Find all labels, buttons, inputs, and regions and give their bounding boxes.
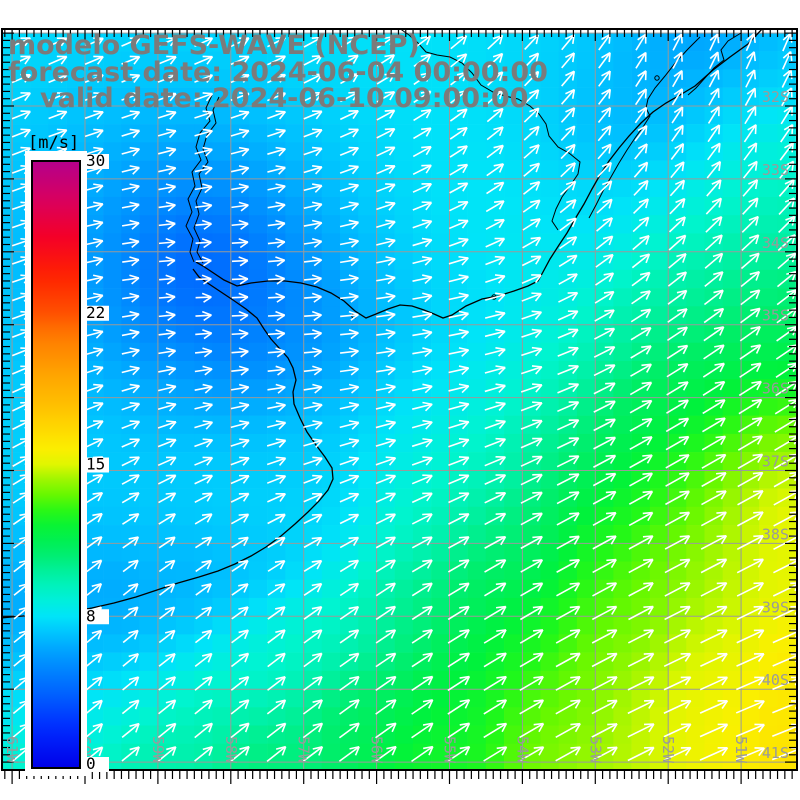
forecast-date-label: forecast date: 2024-06-04 00:00:00 — [8, 57, 548, 88]
lon-label: 57W — [295, 736, 313, 764]
lon-label: 51W — [732, 736, 750, 764]
lat-label: 38S — [762, 525, 789, 543]
uruguay-river-west-bank — [185, 94, 213, 263]
lat-label: 39S — [762, 598, 789, 616]
lat-lon-grid — [2, 29, 797, 770]
map-frame — [1, 28, 798, 771]
lon-label: 54W — [513, 736, 531, 764]
uruguay-river-east-bank — [193, 96, 220, 264]
colorbar-tick-label: 8 — [86, 606, 96, 625]
colorbar — [31, 160, 81, 769]
lon-label: 59W — [149, 736, 167, 764]
chart-title: modelo GEFS-WAVE (NCEP) — [8, 30, 420, 61]
lat-label: 37S — [762, 453, 789, 471]
lon-label: 58W — [222, 736, 240, 764]
coastline-south — [2, 268, 334, 619]
lat-label: 40S — [762, 671, 789, 689]
islet-mark — [654, 75, 660, 81]
lon-label: 53W — [586, 736, 604, 764]
colorbar-tick-label: 0 — [86, 754, 96, 773]
lat-label: 35S — [762, 307, 789, 325]
lon-label: 55W — [441, 736, 459, 764]
colorbar-unit-label: [m/s] — [28, 133, 79, 153]
lat-label: 33S — [762, 161, 789, 179]
lon-label: 61W — [3, 736, 21, 764]
colorbar-labels: [m/s] 30 22 15 8 0 — [28, 133, 109, 773]
colorbar-tick-label: 22 — [86, 303, 105, 322]
lon-label: 56W — [368, 736, 386, 764]
lat-label: 36S — [762, 380, 789, 398]
lat-label: 34S — [762, 234, 789, 252]
colorbar-tick-label: 30 — [86, 151, 105, 170]
lat-label: 41S — [762, 744, 789, 762]
lagoa-dos-patos-shore — [687, 32, 742, 96]
lat-label: 32S — [762, 88, 789, 106]
lon-label: 52W — [659, 736, 677, 764]
valid-date-label: valid date: 2024-06-10 09:00:00 — [40, 83, 529, 114]
colorbar-tick-label: 15 — [86, 455, 105, 474]
coastline-north — [195, 29, 763, 319]
lagoa-mirim-shore — [588, 36, 701, 219]
